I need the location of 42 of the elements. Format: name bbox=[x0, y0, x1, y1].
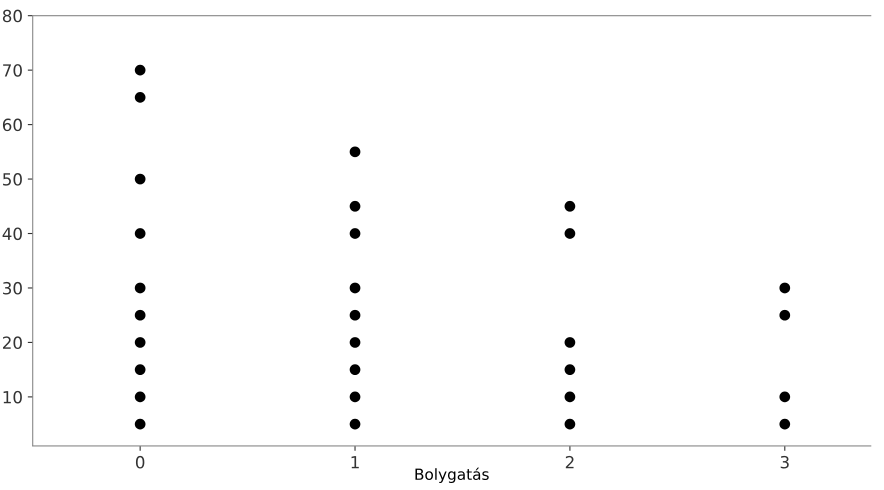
x-axis-title: Bolygatás bbox=[415, 468, 489, 483]
point bbox=[350, 418, 360, 430]
point bbox=[779, 392, 790, 402]
point bbox=[779, 418, 790, 430]
point bbox=[134, 337, 146, 348]
point bbox=[350, 228, 360, 239]
point bbox=[564, 337, 576, 348]
point bbox=[564, 200, 576, 212]
point bbox=[350, 337, 360, 348]
point bbox=[350, 392, 360, 402]
point bbox=[134, 64, 146, 76]
point bbox=[564, 228, 576, 239]
y-tick-label: 30 bbox=[3, 282, 22, 295]
y-tick-label: 50 bbox=[3, 173, 22, 186]
point bbox=[134, 228, 146, 239]
y-tick-label: 20 bbox=[3, 336, 22, 349]
point bbox=[134, 364, 146, 376]
point bbox=[350, 282, 360, 294]
point bbox=[134, 282, 146, 294]
x-tick-label: 2 bbox=[566, 456, 574, 468]
y-tick-label: 60 bbox=[2, 118, 22, 132]
point bbox=[134, 392, 146, 402]
y-tick-label: 40 bbox=[2, 227, 22, 240]
point bbox=[779, 282, 790, 294]
point bbox=[134, 418, 146, 430]
point bbox=[350, 146, 360, 158]
y-tick-label: 80 bbox=[2, 10, 22, 22]
x-tick-label: 1 bbox=[352, 456, 359, 468]
point bbox=[564, 418, 576, 430]
x-tick-label: 3 bbox=[780, 456, 789, 469]
y-tick-label: 70 bbox=[3, 64, 22, 77]
point bbox=[350, 364, 360, 376]
point bbox=[564, 392, 576, 402]
point bbox=[134, 92, 146, 103]
point bbox=[779, 310, 790, 321]
point bbox=[564, 364, 576, 376]
point bbox=[350, 200, 360, 212]
x-tick-label: 0 bbox=[136, 456, 144, 469]
point bbox=[134, 174, 146, 184]
y-tick-label: 10 bbox=[4, 390, 22, 404]
point bbox=[134, 310, 146, 321]
point bbox=[350, 310, 360, 321]
